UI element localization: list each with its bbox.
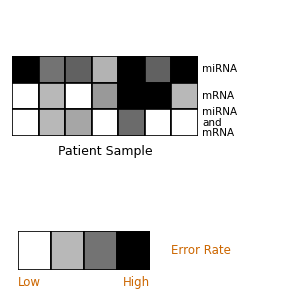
- Bar: [117, 231, 150, 270]
- Bar: [92, 56, 118, 83]
- Bar: [12, 83, 39, 109]
- Bar: [171, 109, 198, 136]
- Text: mRNA: mRNA: [202, 91, 234, 101]
- Text: miRNA: miRNA: [202, 64, 237, 74]
- Text: Patient Sample: Patient Sample: [58, 145, 152, 158]
- Bar: [65, 109, 92, 136]
- Bar: [145, 56, 171, 83]
- Bar: [51, 231, 84, 270]
- Bar: [84, 231, 117, 270]
- Bar: [92, 109, 118, 136]
- Text: High: High: [123, 276, 150, 289]
- Bar: [171, 56, 198, 83]
- Bar: [118, 109, 145, 136]
- Bar: [18, 231, 51, 270]
- Bar: [118, 56, 145, 83]
- Bar: [171, 83, 198, 109]
- Text: miRNA
and
mRNA: miRNA and mRNA: [202, 107, 237, 138]
- Bar: [39, 56, 65, 83]
- Bar: [65, 83, 92, 109]
- Bar: [118, 83, 145, 109]
- Bar: [65, 56, 92, 83]
- Bar: [92, 83, 118, 109]
- Bar: [145, 83, 171, 109]
- Text: Low: Low: [18, 276, 41, 289]
- Bar: [12, 109, 39, 136]
- Text: Error Rate: Error Rate: [171, 244, 231, 257]
- Bar: [39, 109, 65, 136]
- Bar: [12, 56, 39, 83]
- Bar: [145, 109, 171, 136]
- Bar: [39, 83, 65, 109]
